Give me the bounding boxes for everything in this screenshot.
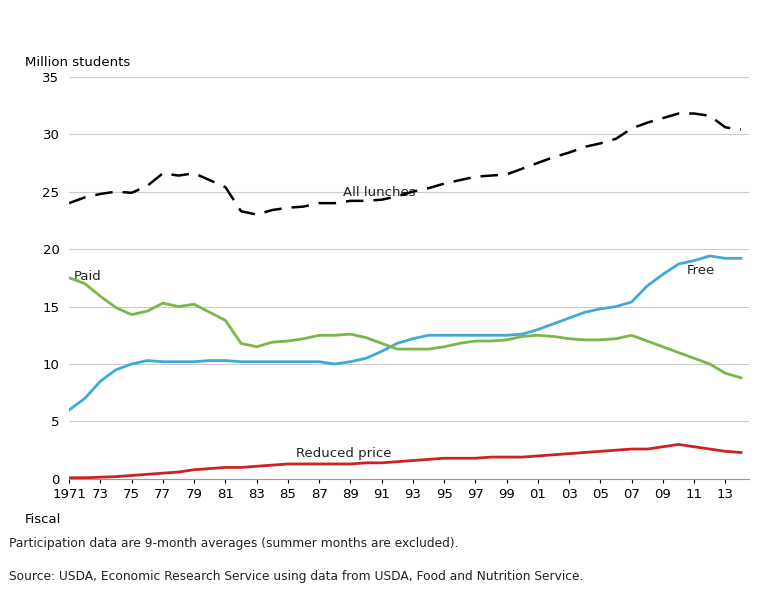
Text: Fiscal: Fiscal <box>25 513 61 526</box>
Text: Million students: Million students <box>25 56 131 69</box>
Text: Reduced price: Reduced price <box>296 447 391 460</box>
Text: Paid: Paid <box>74 270 101 283</box>
Text: Participation data are 9-month averages (summer months are excluded).: Participation data are 9-month averages … <box>9 537 458 550</box>
Text: Average daily participation in the National School Lunch Program, by category: Average daily participation in the Natio… <box>9 20 768 38</box>
Text: Free: Free <box>687 265 714 278</box>
Text: Source: USDA, Economic Research Service using data from USDA, Food and Nutrition: Source: USDA, Economic Research Service … <box>9 570 584 583</box>
Text: All lunches: All lunches <box>343 186 415 200</box>
